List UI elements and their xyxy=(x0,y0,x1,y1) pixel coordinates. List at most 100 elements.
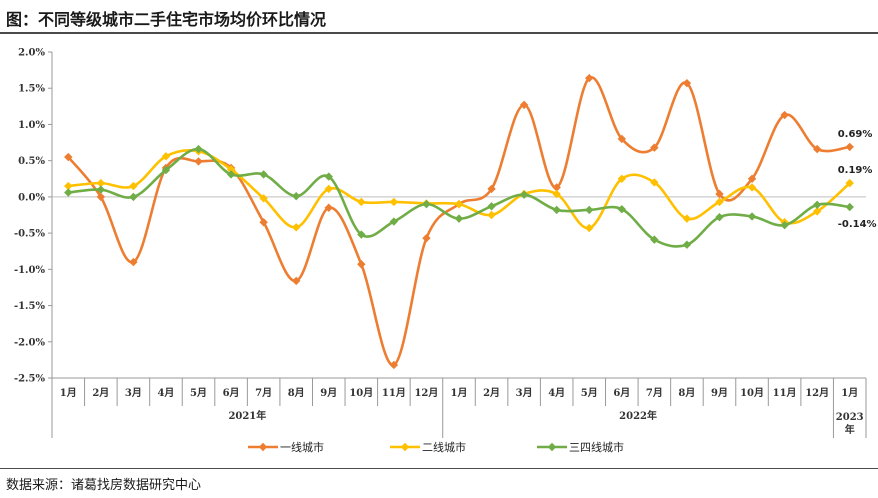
year-label: 2023 xyxy=(836,412,864,423)
x-tick-label: 9月 xyxy=(711,387,728,399)
data-point xyxy=(259,170,268,179)
data-point xyxy=(812,207,822,216)
legend: 一线城市 二线城市 三四线城市 xyxy=(248,440,624,454)
data-point xyxy=(129,181,138,191)
x-tick-label: 5月 xyxy=(581,387,598,399)
data-point xyxy=(715,197,724,207)
year-label: 2021年 xyxy=(228,409,266,422)
data-point xyxy=(519,190,529,199)
legend-label: 一线城市 xyxy=(280,440,324,454)
x-tick-label: 7月 xyxy=(255,387,272,399)
data-label: 0.69% xyxy=(838,129,873,140)
x-tick-label: 10月 xyxy=(349,387,373,399)
data-point xyxy=(357,260,366,269)
data-point xyxy=(324,184,333,194)
x-tick-label: 9月 xyxy=(320,387,337,399)
data-point xyxy=(519,100,529,110)
y-tick-label: -2.0% xyxy=(14,337,46,348)
x-tick-label: 2月 xyxy=(92,387,109,399)
x-tick-label: 12月 xyxy=(805,387,829,399)
data-point xyxy=(96,185,106,194)
data-point xyxy=(812,200,822,210)
data-point xyxy=(129,192,138,202)
x-tick-label: 10月 xyxy=(740,387,764,399)
data-source: 数据来源：诸葛找房数据研究中心 xyxy=(6,478,202,493)
data-point xyxy=(487,202,496,211)
axes: 2.0% 1.5% 1.0% 0.5% 0.0% -0.5% -1.0% -1.5% -2.0%… xyxy=(14,48,867,438)
x-tick-label: 11月 xyxy=(382,387,406,399)
x-tick-label: 1月 xyxy=(451,387,468,399)
x-tick-label: 11月 xyxy=(773,387,797,399)
legend-label: 二线城市 xyxy=(422,440,466,454)
data-point xyxy=(292,223,301,232)
y-tick-label: 0.5% xyxy=(18,156,45,167)
x-tick-label: 7月 xyxy=(646,387,663,399)
data-point xyxy=(682,78,692,88)
data-point xyxy=(389,360,399,370)
data-point xyxy=(650,178,659,187)
data-point xyxy=(422,233,431,243)
data-point xyxy=(747,212,757,221)
footer-divider xyxy=(0,468,878,469)
data-point xyxy=(780,110,789,120)
data-label: 0.19% xyxy=(838,165,873,176)
data-point xyxy=(585,205,594,215)
y-tick-label: -0.5% xyxy=(14,229,46,240)
legend-label: 三四线城市 xyxy=(569,440,624,454)
legend-marker xyxy=(258,442,268,452)
data-point xyxy=(682,214,692,223)
data-point xyxy=(650,235,659,244)
data-point xyxy=(259,218,268,227)
year-label-suffix: 年 xyxy=(845,423,855,436)
data-point xyxy=(454,199,464,209)
data-point xyxy=(259,194,268,203)
x-tick-label: 6月 xyxy=(613,387,630,399)
data-point xyxy=(845,142,854,152)
y-tick-label: 0.0% xyxy=(18,192,45,203)
data-point xyxy=(682,240,692,249)
data-point xyxy=(64,188,73,197)
title-divider xyxy=(0,32,878,34)
data-point xyxy=(747,174,757,183)
series-layer xyxy=(64,73,854,370)
x-tick-label: 3月 xyxy=(125,387,142,399)
data-point xyxy=(64,181,73,191)
y-tick-label: -2.5% xyxy=(14,374,46,385)
x-tick-label: 2月 xyxy=(483,387,500,399)
data-point xyxy=(715,212,724,222)
data-point xyxy=(617,134,626,144)
data-point xyxy=(617,205,626,214)
x-tick-label: 12月 xyxy=(414,387,438,399)
data-point xyxy=(487,184,496,194)
y-tick-label: -1.0% xyxy=(14,265,46,276)
data-point xyxy=(292,276,301,286)
data-point xyxy=(552,183,561,192)
series-line-3 xyxy=(68,147,850,248)
data-point xyxy=(389,217,399,226)
x-tick-label: 5月 xyxy=(190,387,207,399)
y-tick-label: 1.0% xyxy=(18,120,45,131)
x-tick-label: 4月 xyxy=(157,387,174,399)
data-point xyxy=(324,172,333,181)
data-point xyxy=(780,220,789,230)
data-point xyxy=(422,199,431,209)
data-point xyxy=(747,183,757,192)
legend-marker xyxy=(547,442,557,452)
data-point xyxy=(64,152,73,162)
data-point xyxy=(226,170,236,179)
x-tick-label: 8月 xyxy=(678,387,695,399)
data-point xyxy=(324,203,333,212)
data-point xyxy=(96,178,106,188)
data-point xyxy=(617,174,626,183)
x-tick-label: 4月 xyxy=(548,387,565,399)
data-point xyxy=(552,189,561,199)
line-chart: 2.0% 1.5% 1.0% 0.5% 0.0% -0.5% -1.0% -1.5% -2.0%… xyxy=(14,48,877,455)
y-tick-label: 1.5% xyxy=(18,84,45,95)
data-point xyxy=(585,223,594,233)
data-point xyxy=(194,157,203,166)
data-point xyxy=(194,144,203,154)
data-point xyxy=(487,210,496,220)
data-point xyxy=(357,197,366,207)
data-point xyxy=(715,189,724,199)
x-tick-label: 6月 xyxy=(223,387,240,399)
